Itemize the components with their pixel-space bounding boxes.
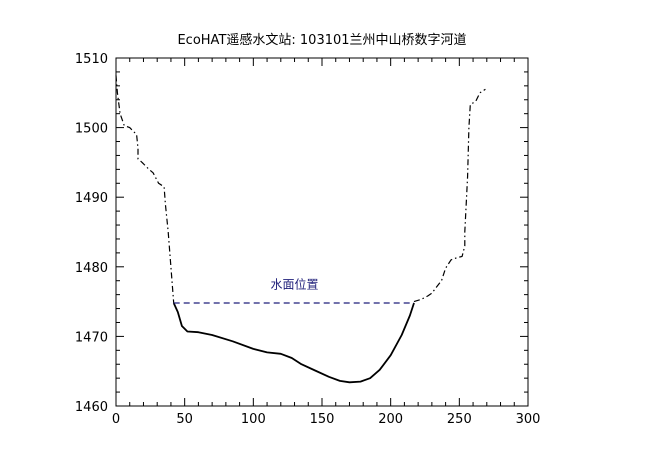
- series-layer: [115, 75, 486, 384]
- y-tick-label: 1460: [75, 400, 108, 415]
- bank-profile-line: [115, 75, 175, 304]
- x-tick-label: 200: [378, 412, 403, 427]
- x-tick-label: 100: [241, 412, 266, 427]
- annotations: 水面位置: [271, 277, 319, 292]
- x-tick-label: 250: [447, 412, 472, 427]
- y-tick-label: 1500: [75, 122, 108, 137]
- x-tick-label: 50: [176, 412, 193, 427]
- y-tick-label: 1490: [75, 191, 108, 206]
- y-tick-label: 1470: [75, 330, 108, 345]
- x-tick-label: 150: [310, 412, 335, 427]
- axis-ticks: [115, 57, 529, 407]
- x-tick-label: 300: [516, 412, 541, 427]
- river-bed-line: [172, 302, 415, 384]
- y-tick-label: 1510: [75, 52, 108, 67]
- x-tick-label: 0: [112, 412, 120, 427]
- plot-frame: [115, 57, 529, 407]
- water-level-annotation: 水面位置: [271, 277, 319, 292]
- chart-title: EcoHAT遥感水文站: 103101兰州中山桥数字河道: [177, 32, 466, 48]
- y-tick-label: 1480: [75, 261, 108, 276]
- tick-labels: 0 50 100 150 200 250 300 1460 1470 1480 1490 1500 15…: [75, 52, 541, 427]
- bank-profile-line: [413, 88, 486, 303]
